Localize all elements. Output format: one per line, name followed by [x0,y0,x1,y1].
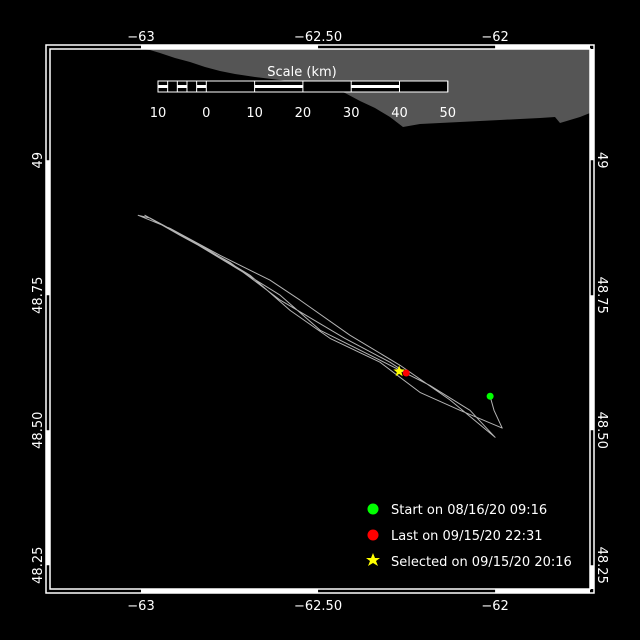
legend-start-icon [367,503,379,515]
start-marker [486,392,494,400]
scale-bar: Scale (km) 10 0 10 20 30 40 50 [150,65,456,121]
map-frame [45,44,595,594]
marker-layer [393,365,494,400]
right-lat-label: 48.25 [594,547,609,584]
left-lat-label: 49 [31,152,46,169]
scale-bar-tick-label: 50 [440,106,457,121]
scale-bar-stripe [351,85,400,88]
scale-bar-tick-label: 10 [150,106,167,121]
bottom-lon-label: −62 [481,599,508,614]
top-axis-bar-segment [141,45,319,49]
scale-bar-tick-label: 10 [246,106,263,121]
legend-selected-label: Selected on 09/15/20 20:16 [391,555,572,570]
scale-bar-stripe [158,85,168,88]
legend-last-icon [367,529,379,541]
right-axis-bar-segment [590,565,594,589]
right-lat-label: 48.75 [594,277,609,314]
right-lat-label: 48.50 [594,412,609,449]
scale-bar-stripe [177,85,187,88]
right-axis-bar-segment [590,49,594,161]
top-lon-label: −62.50 [294,30,342,45]
right-lat-label: 49 [594,152,609,169]
right-axis-bar-segment [590,295,594,431]
left-axis-bar-segment [46,160,50,296]
bottom-axis-bar-segment [141,589,319,593]
axis-tick-labels: −63 −63 −62.50 −62.50 −62 −62 49 49 48.75 48.75 48… [31,30,609,614]
bottom-lon-label: −62.50 [294,599,342,614]
last-marker [402,369,410,377]
left-axis-bar-segment [46,430,50,566]
legend-last-label: Last on 09/15/20 22:31 [391,529,543,544]
legend-selected-star-icon [366,553,380,566]
top-axis-bar-segment [495,45,590,49]
left-lat-label: 48.75 [31,277,46,314]
scale-bar-stripe [196,85,207,88]
track-layer [137,214,503,438]
bottom-axis-bar-segment [495,589,590,593]
legend: Start on 08/16/20 09:16 Last on 09/15/20… [366,503,572,570]
left-lat-label: 48.25 [31,547,46,584]
scale-bar-tick-label: 0 [202,106,210,121]
bottom-lon-label: −63 [127,599,154,614]
top-lon-label: −62 [481,30,508,45]
legend-start-label: Start on 08/16/20 09:16 [391,503,547,518]
scale-bar-tick-label: 20 [295,106,312,121]
scale-bar-title: Scale (km) [267,65,336,80]
scale-bar-tick-label: 30 [343,106,360,121]
track-line [137,214,503,438]
scale-bar-tick-label: 40 [391,106,408,121]
scale-bar-stripe [254,85,303,88]
top-lon-label: −63 [127,30,154,45]
left-lat-label: 48.50 [31,412,46,449]
selected-star-marker [393,365,405,377]
